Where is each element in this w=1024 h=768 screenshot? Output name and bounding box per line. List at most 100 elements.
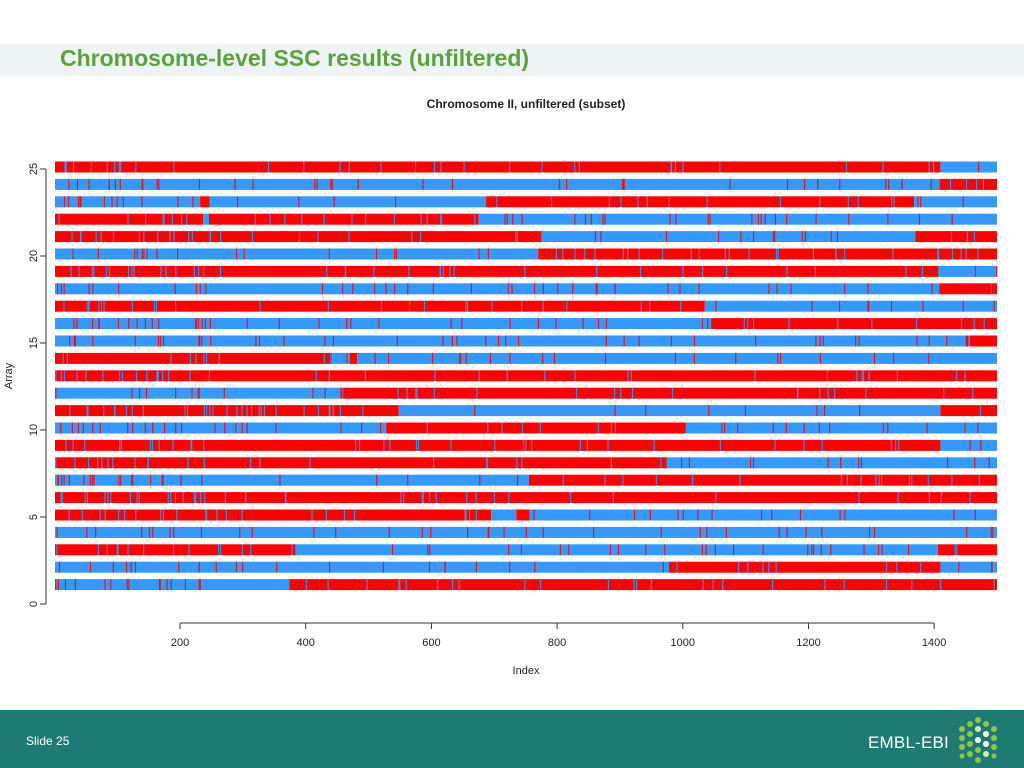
switch-tick: [450, 439, 452, 451]
segment-array-11-3: [940, 405, 997, 417]
switch-tick: [170, 492, 172, 504]
switch-tick: [111, 196, 113, 208]
switch-tick: [132, 474, 134, 486]
switch-tick: [158, 178, 160, 190]
switch-tick: [774, 439, 776, 451]
switch-tick: [553, 352, 556, 364]
switch-tick: [637, 196, 639, 208]
switch-tick: [333, 196, 335, 208]
switch-tick: [613, 387, 616, 399]
switch-tick: [525, 439, 527, 451]
switch-tick: [321, 283, 324, 295]
switch-tick: [169, 526, 171, 538]
switch-tick: [968, 335, 970, 347]
switch-tick: [175, 422, 177, 434]
switch-tick: [992, 526, 994, 538]
switch-tick: [740, 231, 742, 243]
switch-tick: [56, 544, 58, 556]
switch-tick: [60, 422, 62, 434]
switch-tick: [176, 509, 178, 521]
switch-tick: [190, 439, 192, 451]
switch-tick: [675, 213, 677, 225]
switch-tick: [395, 248, 398, 260]
switch-tick: [351, 213, 353, 225]
switch-tick: [157, 370, 159, 382]
switch-tick: [630, 370, 632, 382]
switch-tick: [95, 526, 97, 538]
switch-tick: [542, 300, 544, 312]
switch-tick: [119, 474, 122, 486]
switch-tick: [520, 544, 522, 556]
switch-tick: [101, 457, 103, 469]
slide-title: Chromosome-level SSC results (unfiltered…: [60, 45, 530, 71]
switch-tick: [465, 352, 467, 364]
switch-tick: [86, 526, 88, 538]
switch-tick: [754, 370, 756, 382]
switch-tick: [198, 561, 200, 573]
switch-tick: [487, 422, 489, 434]
switch-tick: [973, 318, 975, 330]
switch-tick: [55, 370, 57, 382]
switch-tick: [442, 265, 444, 277]
switch-tick: [489, 352, 491, 364]
switch-tick: [100, 300, 103, 312]
switch-tick: [69, 405, 71, 417]
segment-array-13-1: [55, 370, 997, 382]
segment-array-16-1: [55, 318, 712, 330]
switch-tick: [819, 352, 821, 364]
switch-tick: [868, 370, 870, 382]
switch-tick: [707, 318, 709, 330]
switch-tick: [819, 335, 821, 347]
switch-tick: [861, 370, 863, 382]
switch-tick: [772, 231, 774, 243]
switch-tick: [88, 283, 90, 295]
switch-tick: [485, 335, 487, 347]
switch-tick: [144, 422, 146, 434]
segment-array-21-3: [915, 231, 997, 243]
switch-tick: [893, 196, 895, 208]
switch-tick: [834, 387, 836, 399]
switch-tick: [930, 178, 932, 190]
segment-array-23-1: [55, 196, 201, 208]
switch-tick: [550, 196, 553, 208]
switch-tick: [326, 265, 328, 277]
switch-tick: [68, 509, 70, 521]
switch-tick: [461, 318, 463, 330]
segment-array-18-2: [939, 283, 997, 295]
switch-tick: [84, 439, 86, 451]
switch-tick: [403, 492, 405, 504]
segment-array-9-2: [940, 439, 997, 451]
switch-tick: [570, 492, 572, 504]
switch-tick: [328, 370, 330, 382]
switch-tick: [940, 579, 942, 591]
switch-tick: [279, 474, 281, 486]
switch-tick: [74, 335, 76, 347]
switch-tick: [786, 178, 789, 190]
switch-tick: [90, 161, 93, 173]
switch-tick: [416, 387, 418, 399]
x-tick-label: 1000: [671, 637, 695, 649]
switch-tick: [544, 370, 546, 382]
segment-array-2-3: [940, 561, 997, 573]
switch-tick: [201, 335, 203, 347]
switch-tick: [702, 265, 704, 277]
switch-tick: [385, 283, 387, 295]
switch-tick: [317, 405, 320, 417]
switch-tick: [155, 300, 158, 312]
segment-array-14-3: [349, 352, 358, 364]
switch-tick: [236, 196, 239, 208]
switch-tick: [191, 231, 193, 243]
switch-tick: [890, 300, 893, 312]
switch-tick: [197, 318, 200, 330]
switch-tick: [63, 474, 65, 486]
segment-array-20-2: [538, 248, 997, 260]
segment-array-3-2: [295, 544, 938, 556]
switch-tick: [836, 231, 839, 243]
switch-tick: [153, 300, 156, 312]
switch-tick: [503, 526, 505, 538]
switch-tick: [276, 561, 278, 573]
switch-tick: [509, 352, 511, 364]
switch-tick: [646, 196, 648, 208]
switch-tick: [127, 213, 129, 225]
segment-array-23-5: [914, 196, 997, 208]
